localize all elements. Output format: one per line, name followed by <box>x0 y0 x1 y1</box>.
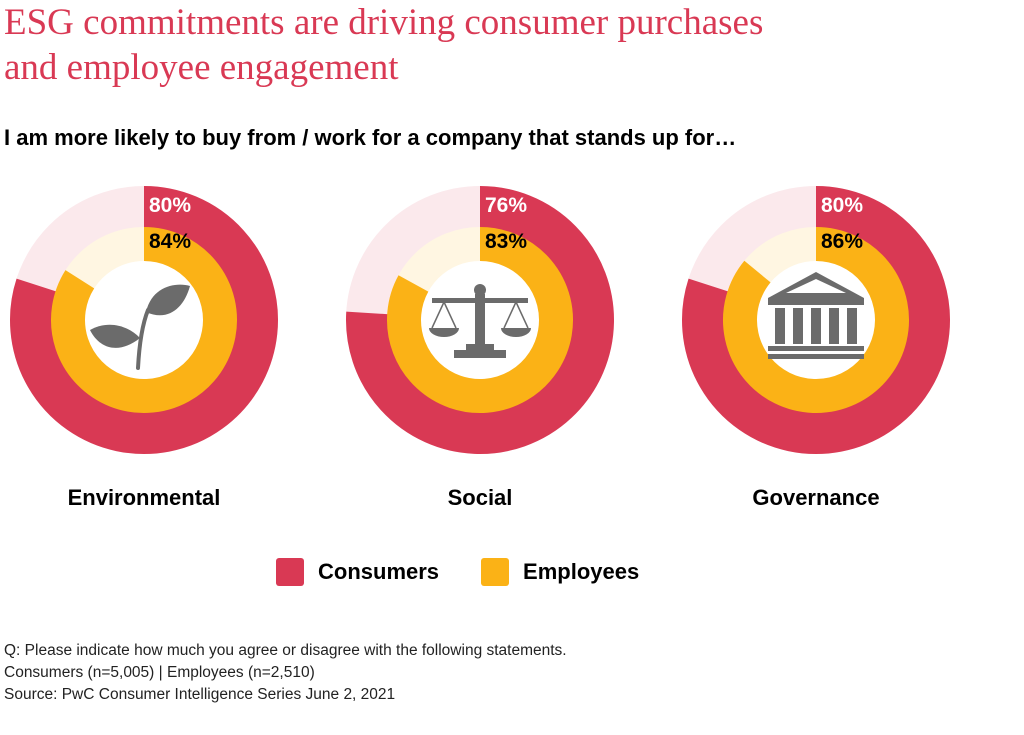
legend-item-consumers: Consumers <box>276 558 439 586</box>
donut-environmental: 80% 84% Environmental <box>10 186 278 510</box>
legend-label-consumers: Consumers <box>318 559 440 584</box>
title-line-1: ESG commitments are driving consumer pur… <box>4 2 764 43</box>
category-label: Governance <box>752 485 879 510</box>
title-line-2: and employee engagement <box>4 47 399 88</box>
consumers-arc <box>10 186 278 454</box>
employees-arc <box>387 227 573 413</box>
employees-value-label: 83% <box>485 230 527 253</box>
legend-item-employees: Employees <box>481 558 639 586</box>
consumers-value-label: 76% <box>485 194 527 217</box>
category-label: Social <box>448 485 513 510</box>
pillars-icon <box>768 272 864 359</box>
legend-swatch-employees <box>481 558 510 586</box>
category-label: Environmental <box>68 485 221 510</box>
footnote-source: Source: PwC Consumer Intelligence Series… <box>4 686 396 703</box>
legend-swatch-consumers <box>276 558 304 586</box>
footnote-sample: Consumers (n=5,005) | Employees (n=2,510… <box>4 664 315 681</box>
legend: Consumers Employees <box>276 558 681 586</box>
consumers-arc <box>346 186 614 454</box>
legend-label-employees: Employees <box>523 559 640 584</box>
footnote-question: Q: Please indicate how much you agree or… <box>4 642 567 659</box>
donut-governance: 80% 86% Governance <box>682 186 950 510</box>
donut-charts: 80% 84% Environmental 76% 83% Social 80% 86% Gov… <box>10 186 950 510</box>
scales-icon <box>429 284 531 358</box>
chart-title: ESG commitments are driving consumer pur… <box>4 0 763 90</box>
consumers-arc <box>682 186 950 454</box>
donut-social: 76% 83% Social <box>346 186 614 510</box>
employees-value-label: 84% <box>149 230 191 253</box>
footnotes: Q: Please indicate how much you agree or… <box>4 640 567 706</box>
employees-arc <box>51 227 237 413</box>
leaf-icon <box>90 284 190 370</box>
employees-value-label: 86% <box>821 230 863 253</box>
employees-arc <box>723 227 909 413</box>
consumers-value-label: 80% <box>821 194 863 217</box>
chart-subtitle: I am more likely to buy from / work for … <box>4 125 737 150</box>
consumers-value-label: 80% <box>149 194 191 217</box>
